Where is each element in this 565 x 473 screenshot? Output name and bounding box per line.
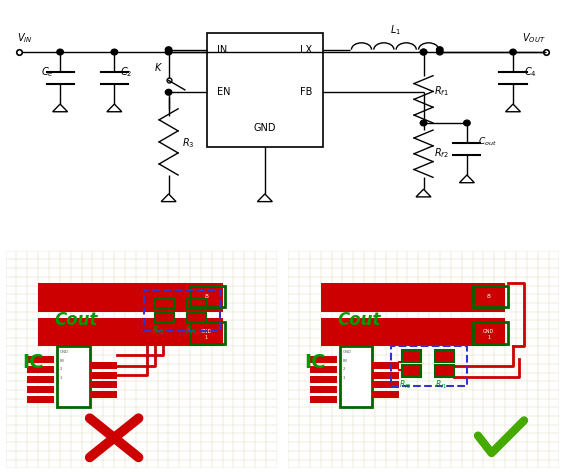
Text: $R_{f1}$: $R_{f1}$ (185, 324, 197, 337)
Text: 8: 8 (487, 294, 491, 299)
Bar (27, 366, 54, 373)
Bar (340, 346, 372, 407)
Bar (321, 283, 505, 312)
Text: IN: IN (218, 44, 228, 55)
Text: $K$: $K$ (154, 61, 163, 73)
Text: 1: 1 (205, 335, 208, 340)
Bar (207, 33, 323, 147)
Bar (372, 381, 399, 388)
Bar (190, 323, 225, 344)
Bar (310, 386, 337, 393)
Circle shape (166, 49, 172, 55)
Text: $C_e$: $C_e$ (41, 66, 54, 79)
Text: $V_{OUT}$: $V_{OUT}$ (522, 31, 546, 45)
Bar (38, 283, 223, 312)
Text: 1: 1 (60, 376, 62, 380)
Text: GND: GND (254, 123, 276, 133)
Bar (321, 318, 505, 346)
Text: $R_{f2}$: $R_{f2}$ (152, 324, 164, 337)
Bar (27, 386, 54, 393)
Bar (310, 357, 337, 363)
Text: FB: FB (300, 87, 312, 97)
Bar (57, 346, 90, 407)
Text: 1: 1 (487, 335, 490, 340)
Bar (188, 312, 206, 323)
Bar (372, 391, 399, 398)
Text: GND: GND (201, 329, 212, 333)
Bar (402, 365, 421, 377)
Text: GND: GND (60, 350, 69, 354)
Bar (90, 372, 117, 378)
Bar (310, 366, 337, 373)
Text: Cout: Cout (337, 311, 380, 329)
Circle shape (437, 47, 443, 53)
Bar (90, 381, 117, 388)
Circle shape (420, 49, 427, 55)
Text: EN: EN (218, 87, 231, 97)
Text: 8: 8 (205, 294, 208, 299)
Bar (372, 372, 399, 378)
Text: GND: GND (483, 329, 494, 333)
Bar (402, 350, 421, 362)
Text: $C_{out}$: $C_{out}$ (478, 135, 497, 148)
Bar (38, 318, 223, 346)
Text: IC: IC (22, 353, 44, 372)
Circle shape (510, 49, 516, 55)
Circle shape (166, 89, 172, 95)
Bar (472, 286, 508, 307)
Circle shape (464, 120, 470, 126)
Bar (188, 298, 206, 309)
Text: $R_{f1}$: $R_{f1}$ (434, 379, 447, 391)
Text: 1: 1 (342, 376, 345, 380)
Text: FB: FB (60, 359, 65, 363)
Bar (144, 290, 220, 331)
Bar (155, 312, 174, 323)
Text: $R_{f2}$: $R_{f2}$ (399, 379, 411, 391)
Bar (472, 323, 508, 344)
Text: 2: 2 (342, 368, 345, 371)
Bar (310, 376, 337, 383)
Circle shape (437, 49, 443, 55)
Bar (90, 391, 117, 398)
Text: LX: LX (300, 44, 312, 55)
Text: $R_3$: $R_3$ (182, 137, 195, 150)
Text: Cout: Cout (54, 311, 98, 329)
Text: $L_1$: $L_1$ (389, 23, 401, 37)
Text: 2: 2 (60, 368, 62, 371)
Bar (434, 365, 454, 377)
Circle shape (166, 47, 172, 53)
Circle shape (111, 49, 118, 55)
Circle shape (420, 120, 427, 126)
Bar (27, 395, 54, 403)
Circle shape (57, 49, 63, 55)
Bar (155, 298, 174, 309)
Text: $C_2$: $C_2$ (120, 66, 132, 79)
Bar (434, 350, 454, 362)
Bar (27, 376, 54, 383)
Text: $V_{IN}$: $V_{IN}$ (17, 31, 32, 45)
Bar (391, 346, 467, 385)
Bar (310, 395, 337, 403)
Bar (90, 362, 117, 369)
Bar (372, 362, 399, 369)
Text: IC: IC (305, 353, 326, 372)
Text: $C_4$: $C_4$ (524, 66, 537, 79)
Bar (190, 286, 225, 307)
Bar (27, 357, 54, 363)
Text: FB: FB (342, 359, 347, 363)
Circle shape (420, 49, 427, 55)
Text: $R_{f2}$: $R_{f2}$ (434, 146, 449, 160)
Text: $R_{f1}$: $R_{f1}$ (434, 85, 449, 98)
Text: GND: GND (342, 350, 351, 354)
